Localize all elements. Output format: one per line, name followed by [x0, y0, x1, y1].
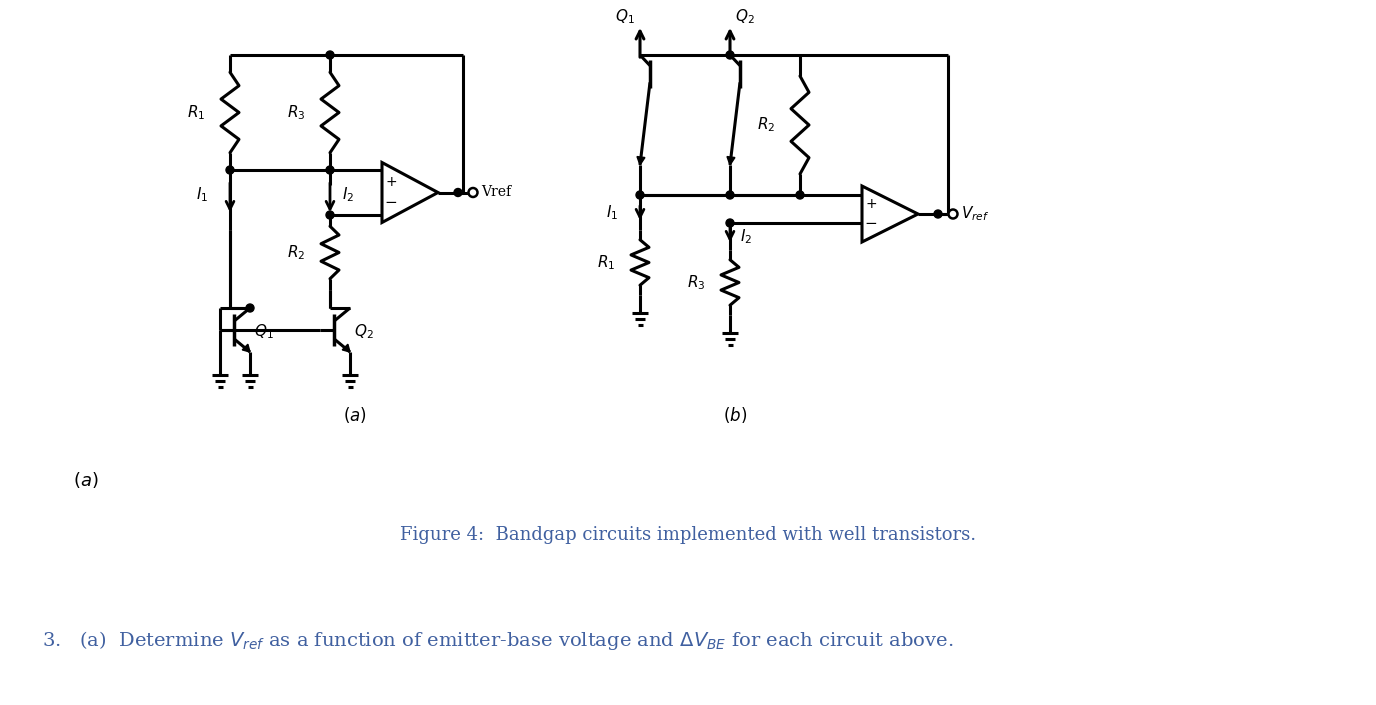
Circle shape	[934, 210, 943, 218]
Text: Figure 4:  Bandgap circuits implemented with well transistors.: Figure 4: Bandgap circuits implemented w…	[400, 526, 976, 544]
Text: $(b)$: $(b)$	[722, 405, 747, 425]
Circle shape	[326, 211, 334, 219]
Text: $I_1$: $I_1$	[605, 204, 618, 222]
Text: $(a)$: $(a)$	[73, 470, 99, 490]
Polygon shape	[343, 344, 350, 352]
Text: $I_2$: $I_2$	[343, 185, 354, 204]
Circle shape	[326, 166, 334, 174]
Circle shape	[468, 188, 477, 197]
Text: Vref: Vref	[482, 185, 510, 200]
Text: +: +	[385, 176, 396, 190]
Circle shape	[727, 219, 733, 227]
Text: 3.   (a)  Determine $V_{ref}$ as a function of emitter-base voltage and $\Delta : 3. (a) Determine $V_{ref}$ as a function…	[43, 628, 954, 651]
Text: $I_2$: $I_2$	[740, 228, 753, 246]
Polygon shape	[727, 157, 735, 165]
Text: $Q_2$: $Q_2$	[354, 323, 374, 341]
Text: +: +	[866, 197, 877, 211]
Circle shape	[246, 304, 255, 312]
Text: $R_1$: $R_1$	[187, 103, 205, 122]
Text: −: −	[864, 216, 878, 231]
Circle shape	[454, 188, 462, 197]
Text: $I_1$: $I_1$	[195, 185, 208, 204]
Circle shape	[795, 191, 804, 199]
Polygon shape	[637, 157, 645, 165]
Text: $R_2$: $R_2$	[757, 116, 775, 135]
Text: $R_3$: $R_3$	[687, 273, 705, 292]
Text: $V_{ref}$: $V_{ref}$	[960, 204, 989, 223]
Circle shape	[948, 209, 958, 219]
Circle shape	[727, 191, 733, 199]
Circle shape	[636, 191, 644, 199]
Text: $Q_2$: $Q_2$	[735, 8, 754, 26]
Circle shape	[326, 51, 334, 59]
Text: $R_3$: $R_3$	[286, 103, 305, 122]
Text: $Q_1$: $Q_1$	[255, 323, 274, 341]
Polygon shape	[242, 344, 250, 352]
Text: $Q_1$: $Q_1$	[615, 8, 634, 26]
Text: −: −	[385, 195, 398, 210]
Circle shape	[727, 51, 733, 59]
Text: $(a)$: $(a)$	[343, 405, 367, 425]
Circle shape	[226, 166, 234, 174]
Text: $R_1$: $R_1$	[597, 253, 615, 272]
Text: $R_2$: $R_2$	[286, 243, 305, 262]
